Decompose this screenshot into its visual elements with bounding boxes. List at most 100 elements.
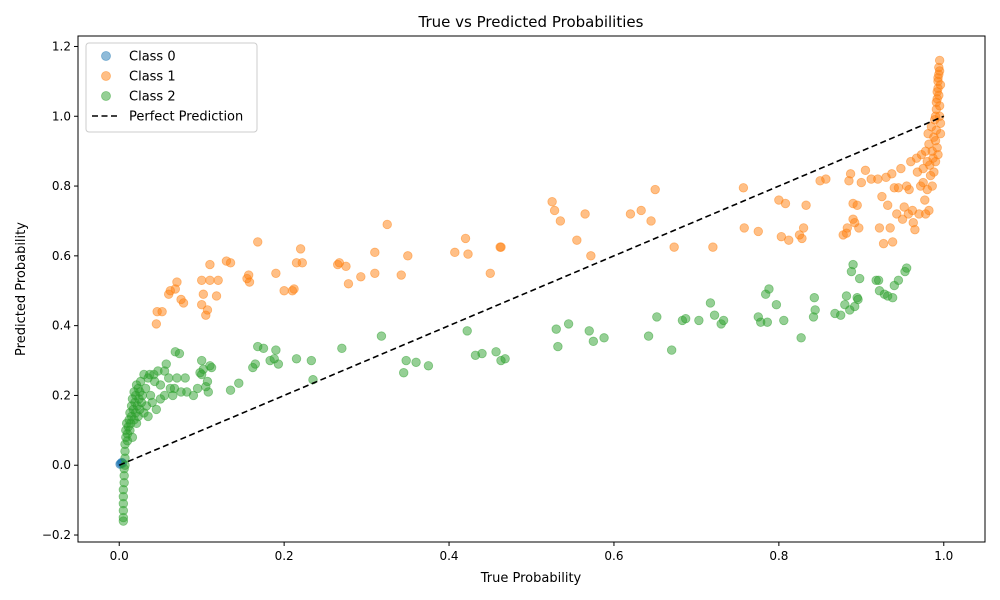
data-point — [279, 286, 289, 296]
data-point — [798, 223, 809, 233]
data-point — [854, 273, 865, 284]
data-point — [140, 383, 151, 394]
data-point — [551, 324, 561, 334]
data-point — [192, 383, 203, 394]
data-point — [853, 294, 863, 305]
data-point — [143, 411, 153, 422]
data-point — [485, 268, 495, 278]
legend-box — [85, 42, 258, 133]
data-point — [586, 251, 596, 261]
data-point — [718, 315, 729, 326]
data-point — [739, 223, 749, 233]
data-point — [289, 284, 299, 294]
data-point — [460, 233, 471, 244]
data-point — [801, 200, 811, 210]
data-point — [202, 376, 213, 387]
data-point — [205, 259, 215, 270]
data-point — [151, 319, 162, 329]
data-point — [873, 174, 883, 184]
data-point — [694, 315, 704, 326]
y-axis-label: Predicted Probability — [14, 222, 29, 356]
data-point — [935, 118, 946, 128]
data-point — [625, 209, 636, 219]
data-point — [370, 247, 380, 258]
data-point — [738, 183, 749, 193]
data-point — [934, 66, 945, 76]
x-tick-label: 0.2 — [275, 549, 294, 563]
data-point — [918, 177, 928, 188]
data-point — [893, 275, 904, 285]
data-point — [157, 306, 167, 317]
data-point — [411, 357, 421, 367]
data-point — [848, 259, 858, 270]
data-point — [500, 354, 510, 364]
data-point — [771, 300, 782, 310]
data-point — [588, 336, 599, 347]
data-point — [198, 289, 209, 299]
data-point — [809, 293, 820, 303]
data-point — [885, 223, 895, 233]
data-point — [555, 216, 566, 226]
data-point — [709, 310, 720, 320]
x-tick-label: 0.0 — [110, 549, 129, 563]
data-point — [297, 258, 307, 268]
data-point — [398, 368, 409, 378]
data-point — [852, 200, 862, 210]
data-point — [883, 200, 893, 210]
data-point — [178, 298, 189, 308]
data-point — [836, 310, 846, 320]
y-tick-label: 0.0 — [52, 458, 71, 472]
data-point — [343, 279, 354, 289]
data-point — [708, 242, 718, 252]
x-axis-label: True Probability — [480, 571, 582, 586]
data-point — [705, 298, 716, 308]
data-point — [188, 390, 199, 401]
data-point — [896, 163, 906, 174]
data-point — [584, 326, 594, 336]
data-point — [172, 373, 182, 383]
points-layer — [115, 55, 946, 526]
data-point — [271, 268, 281, 278]
data-point — [477, 348, 487, 359]
data-point — [450, 247, 460, 258]
data-point — [933, 149, 943, 160]
data-point — [887, 293, 898, 303]
data-point — [874, 223, 885, 233]
data-point — [856, 177, 867, 188]
data-point — [821, 174, 831, 184]
x-tick-label: 0.6 — [604, 549, 623, 563]
y-tick-label: 1.0 — [52, 109, 71, 123]
data-point — [396, 270, 406, 280]
data-point — [842, 223, 853, 233]
data-point — [423, 361, 434, 371]
x-tick-label: 0.8 — [769, 549, 788, 563]
data-point — [250, 359, 260, 369]
data-point — [151, 404, 162, 415]
data-point — [196, 355, 207, 366]
data-point — [159, 390, 170, 401]
y-tick-label: 0.4 — [52, 319, 71, 333]
data-point — [496, 242, 506, 252]
x-axis-ticks: 0.0 0.2 0.4 0.6 0.8 1.0 — [110, 542, 953, 563]
x-tick-label: 0.4 — [439, 549, 458, 563]
x-tick-label: 1.0 — [934, 549, 953, 563]
data-point — [563, 319, 574, 329]
data-point — [172, 277, 182, 287]
data-point — [666, 345, 677, 355]
data-point — [491, 347, 501, 357]
data-point — [910, 224, 920, 235]
data-point — [669, 242, 679, 252]
data-point — [924, 205, 934, 216]
data-point — [643, 331, 654, 341]
data-point — [797, 233, 807, 244]
legend-label: Class 0 — [129, 50, 176, 65]
legend-label: Class 1 — [129, 70, 176, 85]
data-point — [779, 315, 789, 326]
data-point — [356, 272, 366, 282]
legend-label: Perfect Prediction — [129, 110, 243, 125]
legend-marker — [101, 51, 111, 61]
data-point — [202, 305, 213, 315]
data-point — [877, 191, 887, 202]
data-point — [929, 167, 939, 177]
data-point — [271, 345, 281, 355]
